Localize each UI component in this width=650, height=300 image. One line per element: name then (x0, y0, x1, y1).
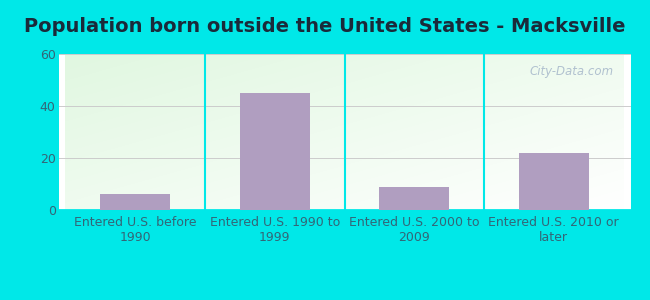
Text: Population born outside the United States - Macksville: Population born outside the United State… (24, 17, 626, 37)
Bar (519, 153, 589, 210)
Text: City-Data.com: City-Data.com (529, 65, 614, 78)
Bar (100, 194, 170, 210)
Bar (240, 93, 309, 210)
Bar (380, 187, 449, 210)
